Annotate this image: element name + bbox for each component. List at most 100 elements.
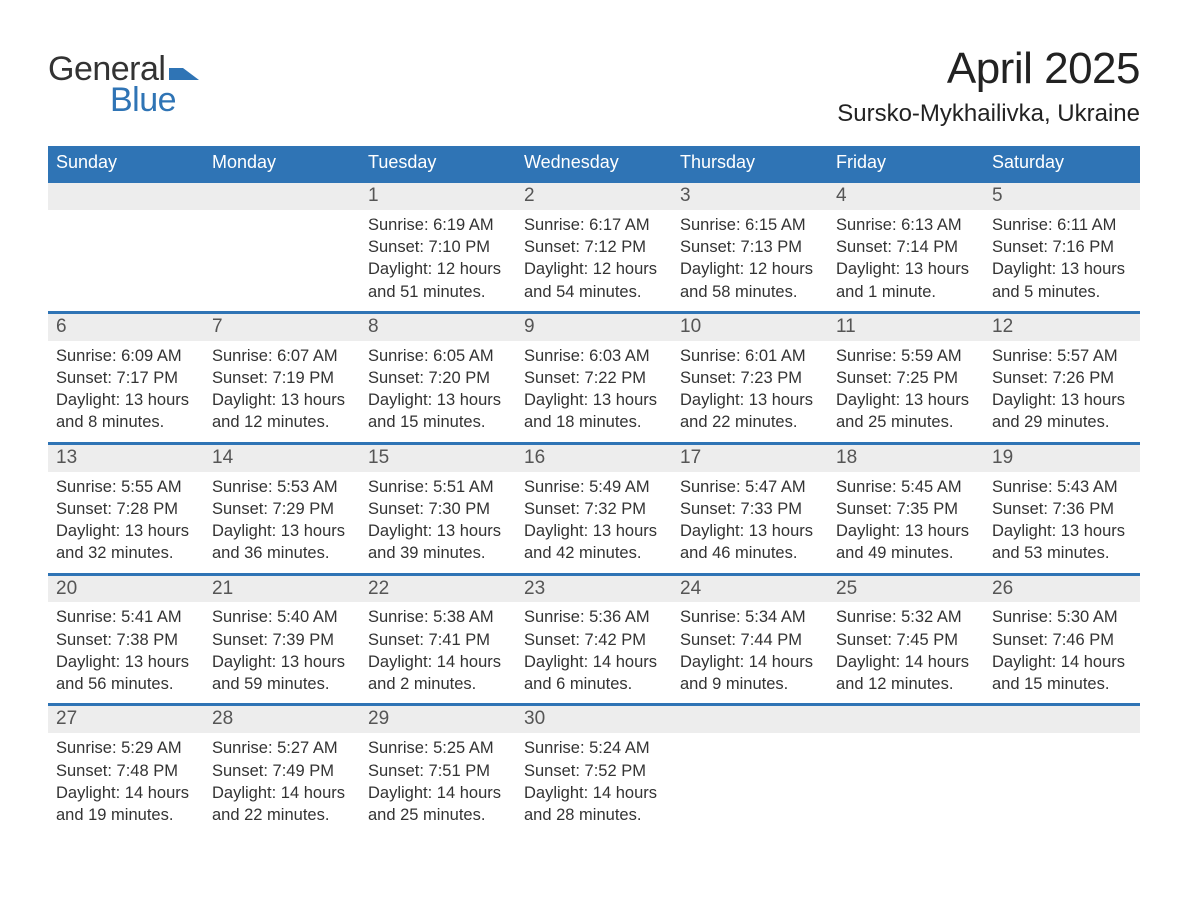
weekday-header: Friday (828, 146, 984, 182)
day-details: Sunrise: 5:59 AMSunset: 7:25 PMDaylight:… (828, 341, 984, 442)
day-details: Sunrise: 5:49 AMSunset: 7:32 PMDaylight:… (516, 472, 672, 573)
day-details: Sunrise: 6:13 AMSunset: 7:14 PMDaylight:… (828, 210, 984, 311)
calendar-cell: Sunrise: 6:15 AMSunset: 7:13 PMDaylight:… (672, 210, 828, 313)
day-details: Sunrise: 5:55 AMSunset: 7:28 PMDaylight:… (48, 472, 204, 573)
weekday-header: Wednesday (516, 146, 672, 182)
day-number (204, 183, 360, 210)
day-number: 5 (984, 183, 1140, 210)
calendar-cell: Sunrise: 6:13 AMSunset: 7:14 PMDaylight:… (828, 210, 984, 313)
sunset-line: Sunset: 7:41 PM (368, 629, 508, 651)
sunset-line: Sunset: 7:49 PM (212, 760, 352, 782)
week-body-row: Sunrise: 5:55 AMSunset: 7:28 PMDaylight:… (48, 472, 1140, 575)
day-details (984, 733, 1140, 823)
sunrise-line: Sunrise: 5:43 AM (992, 476, 1132, 498)
day-details: Sunrise: 6:19 AMSunset: 7:10 PMDaylight:… (360, 210, 516, 311)
sunrise-line: Sunrise: 6:17 AM (524, 214, 664, 236)
weekday-header: Tuesday (360, 146, 516, 182)
week-body-row: Sunrise: 5:41 AMSunset: 7:38 PM Daylight:… (48, 602, 1140, 705)
title-block: April 2025 Sursko-Mykhailivka, Ukraine (837, 44, 1140, 128)
sunrise-line: Sunrise: 5:30 AM (992, 606, 1132, 628)
day-number: 10 (672, 314, 828, 341)
day-number: 22 (360, 576, 516, 603)
day-details: Sunrise: 6:17 AMSunset: 7:12 PMDaylight:… (516, 210, 672, 311)
daylight-line: Daylight: 14 hours and 25 minutes. (368, 782, 508, 827)
week-daynum-row: 20212223242526 (48, 574, 1140, 602)
sunset-line: Sunset: 7:23 PM (680, 367, 820, 389)
sunset-line: Sunset: 7:38 PM (56, 629, 196, 651)
day-details: Sunrise: 5:53 AMSunset: 7:29 PMDaylight:… (204, 472, 360, 573)
daylight-line: Daylight: 13 hours and 32 minutes. (56, 520, 196, 565)
day-details: Sunrise: 5:25 AMSunset: 7:51 PMDaylight:… (360, 733, 516, 834)
calendar-cell: Sunrise: 6:09 AMSunset: 7:17 PMDaylight:… (48, 341, 204, 444)
day-number: 17 (672, 445, 828, 472)
day-number: 24 (672, 576, 828, 603)
day-details (48, 210, 204, 300)
daylight-line: Daylight: 13 hours and 46 minutes. (680, 520, 820, 565)
calendar-cell: Sunrise: 5:24 AMSunset: 7:52 PMDaylight:… (516, 733, 672, 834)
sunrise-line: Sunrise: 5:24 AM (524, 737, 664, 759)
sunrise-line: Sunrise: 6:11 AM (992, 214, 1132, 236)
daylight-line: Daylight: 14 hours and 12 minutes. (836, 651, 976, 696)
sunset-line: Sunset: 7:39 PM (212, 629, 352, 651)
day-details: Sunrise: 6:15 AMSunset: 7:13 PMDaylight:… (672, 210, 828, 311)
sunrise-line: Sunrise: 6:13 AM (836, 214, 976, 236)
weekday-header: Saturday (984, 146, 1140, 182)
calendar-cell (48, 210, 204, 313)
sunrise-line: Sunrise: 5:36 AM (524, 606, 664, 628)
day-number: 4 (828, 183, 984, 210)
sunrise-line: Sunrise: 6:07 AM (212, 345, 352, 367)
sunset-line: Sunset: 7:14 PM (836, 236, 976, 258)
day-number: 18 (828, 445, 984, 472)
daylight-line: Daylight: 13 hours and 49 minutes. (836, 520, 976, 565)
sunrise-line: Sunrise: 5:55 AM (56, 476, 196, 498)
week-daynum-row: 12345 (48, 182, 1140, 210)
calendar-cell: Sunrise: 5:29 AMSunset: 7:48 PMDaylight:… (48, 733, 204, 834)
calendar-cell: Sunrise: 6:19 AMSunset: 7:10 PMDaylight:… (360, 210, 516, 313)
day-number: 20 (48, 576, 204, 603)
day-number: 26 (984, 576, 1140, 603)
daylight-line: Daylight: 13 hours and 25 minutes. (836, 389, 976, 434)
sunrise-line: Sunrise: 5:51 AM (368, 476, 508, 498)
calendar-cell: Sunrise: 5:53 AMSunset: 7:29 PMDaylight:… (204, 472, 360, 575)
day-details: Sunrise: 6:09 AMSunset: 7:17 PMDaylight:… (48, 341, 204, 442)
daylight-line: Daylight: 13 hours and 39 minutes. (368, 520, 508, 565)
daylight-line: Daylight: 13 hours and 18 minutes. (524, 389, 664, 434)
daylight-line: Daylight: 12 hours and 51 minutes. (368, 258, 508, 303)
day-details: Sunrise: 6:01 AMSunset: 7:23 PMDaylight:… (672, 341, 828, 442)
daylight-line: Daylight: 13 hours and 29 minutes. (992, 389, 1132, 434)
location: Sursko-Mykhailivka, Ukraine (837, 100, 1140, 128)
sunset-line: Sunset: 7:35 PM (836, 498, 976, 520)
day-details (672, 733, 828, 823)
day-number: 8 (360, 314, 516, 341)
sunset-line: Sunset: 7:52 PM (524, 760, 664, 782)
daylight-line: Daylight: 13 hours and 53 minutes. (992, 520, 1132, 565)
day-number: 19 (984, 445, 1140, 472)
calendar-cell: Sunrise: 6:11 AMSunset: 7:16 PMDaylight:… (984, 210, 1140, 313)
calendar-cell: Sunrise: 6:07 AMSunset: 7:19 PMDaylight:… (204, 341, 360, 444)
sunrise-line: Sunrise: 5:45 AM (836, 476, 976, 498)
daylight-line: Daylight: 14 hours and 28 minutes. (524, 782, 664, 827)
sunrise-line: Sunrise: 5:57 AM (992, 345, 1132, 367)
calendar-cell: Sunrise: 5:32 AMSunset: 7:45 PMDaylight:… (828, 602, 984, 705)
calendar-table: SundayMondayTuesdayWednesdayThursdayFrid… (48, 146, 1140, 834)
day-number: 14 (204, 445, 360, 472)
day-details: Sunrise: 5:27 AMSunset: 7:49 PMDaylight:… (204, 733, 360, 834)
sunset-line: Sunset: 7:45 PM (836, 629, 976, 651)
sunrise-line: Sunrise: 5:47 AM (680, 476, 820, 498)
sunset-line: Sunset: 7:36 PM (992, 498, 1132, 520)
sunrise-line: Sunrise: 6:19 AM (368, 214, 508, 236)
day-number: 9 (516, 314, 672, 341)
calendar-cell: Sunrise: 5:30 AMSunset: 7:46 PMDaylight:… (984, 602, 1140, 705)
sunset-line: Sunset: 7:26 PM (992, 367, 1132, 389)
sunrise-line: Sunrise: 5:41 AM (56, 606, 196, 628)
calendar-header-row: SundayMondayTuesdayWednesdayThursdayFrid… (48, 146, 1140, 182)
calendar-cell: Sunrise: 5:57 AMSunset: 7:26 PMDaylight:… (984, 341, 1140, 444)
daylight-line: Daylight: 13 hours and 59 minutes. (212, 651, 352, 696)
daylight-line: Daylight: 13 hours and 5 minutes. (992, 258, 1132, 303)
day-number: 27 (48, 706, 204, 733)
week-daynum-row: 13141516171819 (48, 443, 1140, 471)
day-details: Sunrise: 6:11 AMSunset: 7:16 PMDaylight:… (984, 210, 1140, 311)
sunset-line: Sunset: 7:28 PM (56, 498, 196, 520)
calendar-cell: Sunrise: 5:34 AMSunset: 7:44 PMDaylight:… (672, 602, 828, 705)
calendar-cell: Sunrise: 5:47 AMSunset: 7:33 PMDaylight:… (672, 472, 828, 575)
